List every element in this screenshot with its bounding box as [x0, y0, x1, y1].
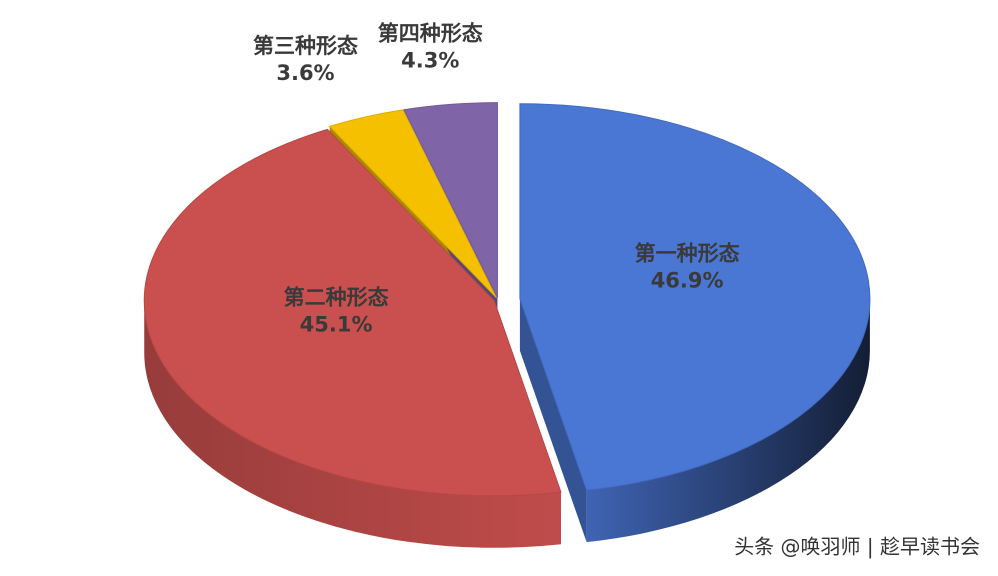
watermark: 头条 @唤羽师 | 趁早读书会 [734, 535, 980, 559]
labels: 第一种形态 46.9% 第二种形态 45.1% 第三种形态 3.6% 第四种形态 4.3% [253, 21, 740, 336]
pie-slice [403, 102, 498, 298]
slice-side [144, 300, 561, 548]
pie-slice [328, 109, 497, 299]
slice-side [586, 298, 870, 543]
slice-wall [519, 298, 587, 543]
slice-value-label: 3.6% [276, 61, 334, 85]
slice-label: 第二种形态 [284, 286, 389, 310]
slice-value-label: 45.1% [300, 313, 373, 337]
slice-label: 第三种形态 [253, 34, 358, 58]
pie-tops [143, 102, 871, 497]
slice-label: 第四种形态 [378, 21, 483, 45]
pie-slice [143, 128, 562, 497]
slice-label: 第一种形态 [635, 241, 740, 265]
pie-slice [519, 103, 871, 491]
slice-value-label: 4.3% [401, 48, 459, 72]
slice-value-label: 46.9% [651, 268, 724, 292]
